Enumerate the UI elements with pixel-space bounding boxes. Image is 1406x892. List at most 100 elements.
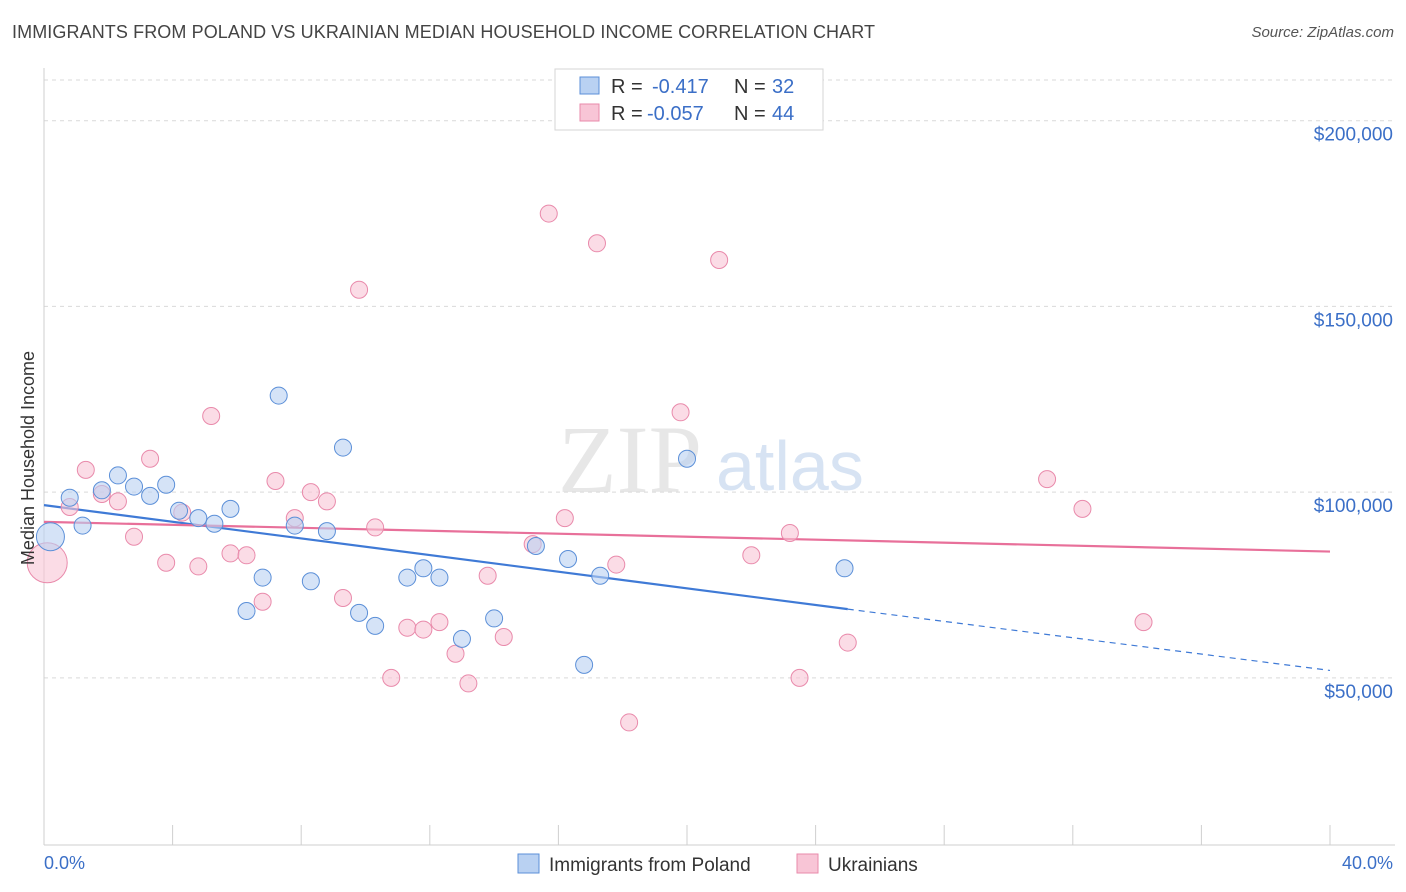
ukrainian-point [587, 234, 606, 253]
poland-point [414, 559, 433, 578]
ukrainian-point [317, 492, 336, 511]
watermark-zip: ZIP [558, 406, 702, 513]
y-tick-label: $150,000 [1314, 310, 1393, 331]
watermark-atlas: atlas [716, 427, 864, 505]
ukrainian-point [157, 553, 176, 572]
grid-lines [44, 79, 1395, 679]
poland-point [253, 568, 272, 587]
y-axis-title: Median Household Income [18, 351, 38, 565]
bottom-legend-label-poland: Immigrants from Poland [549, 855, 751, 876]
ukrainian-point [459, 674, 478, 693]
poland-point [398, 568, 417, 587]
data-points [26, 204, 1153, 732]
y-tick-label: $50,000 [1324, 682, 1393, 703]
ukrainian-point [398, 618, 417, 637]
ukrainian-point [266, 472, 285, 490]
poland-point [333, 438, 352, 457]
poland-point [575, 655, 594, 674]
ukrainian-point [494, 628, 513, 646]
poland-point [269, 386, 288, 405]
ukrainian-point [780, 524, 799, 542]
poland-trend-line [43, 504, 848, 611]
poland-point [60, 488, 79, 507]
ukrainian-point [539, 204, 558, 223]
ukrainian-point [1038, 470, 1057, 489]
y-tick-labels: $50,000 $100,000 $150,000 $200,000 [1314, 125, 1393, 703]
ukrainian-point [366, 518, 385, 537]
poland-point [559, 550, 578, 568]
poland-point [301, 572, 320, 591]
ukrainian-point [1134, 613, 1153, 632]
source-label: Source: ZipAtlas.com [1251, 24, 1394, 41]
ukrainian-point [108, 492, 127, 511]
legend-r-label-poland: R = [611, 76, 643, 98]
poland-point [108, 466, 127, 485]
x-tick-label-max: 40.0% [1342, 853, 1393, 873]
poland-point [157, 475, 176, 494]
legend-r-value-ukrainians: -0.057 [647, 103, 704, 125]
ukrainian-point [710, 251, 729, 269]
correlation-legend: R = -0.417 N = 32 R = -0.057 N = 44 [554, 68, 824, 131]
ukrainian-point [301, 483, 320, 502]
ukrainian-point [141, 449, 160, 468]
poland-point [285, 516, 304, 535]
poland-point [678, 449, 696, 468]
legend-n-value-poland: 32 [772, 76, 794, 98]
poland-point [141, 486, 160, 505]
poland-point [452, 629, 471, 648]
ukrainian-point [620, 713, 639, 732]
poland-point [237, 602, 256, 620]
poland-point [205, 514, 224, 533]
poland-point [591, 566, 610, 585]
bottom-legend-label-ukrainians: Ukrainians [828, 855, 918, 876]
y-tick-label: $200,000 [1314, 125, 1393, 146]
ukrainian-point [350, 280, 369, 299]
poland-point [92, 481, 111, 500]
ukrainian-point [414, 620, 433, 639]
ukrainian-point [253, 592, 272, 611]
ukrainian-point [221, 544, 240, 563]
legend-swatch-ukrainians [579, 103, 600, 122]
poland-trend-extension [847, 608, 1331, 672]
ukrainian-point [382, 668, 401, 687]
poland-point [485, 609, 504, 628]
legend-r-value-poland: -0.417 [652, 76, 709, 98]
poland-point [526, 537, 545, 555]
ukrainian-point [742, 546, 761, 565]
poland-point [189, 509, 208, 528]
poland-point [317, 522, 336, 541]
ukrainian-point [790, 668, 809, 687]
legend-n-value-ukrainians: 44 [772, 103, 794, 125]
ukrainian-point [189, 557, 208, 576]
poland-point [366, 616, 385, 635]
ukrainian-point [607, 555, 626, 574]
ukrainian-point [671, 403, 690, 422]
trend-lines [43, 504, 1331, 672]
ukrainian-point [430, 613, 449, 632]
axes [43, 68, 1395, 846]
ukrainian-point [838, 633, 857, 652]
ukrainian-point [446, 644, 465, 663]
poland-point [170, 501, 189, 520]
ukrainian-point [76, 460, 95, 479]
ukrainian-point [333, 589, 352, 607]
poland-point [221, 499, 240, 518]
legend-n-label-poland: N = [734, 76, 766, 98]
poland-point [125, 477, 144, 496]
poland-point [835, 559, 854, 578]
legend-r-label-ukrainians: R = [611, 103, 643, 125]
x-tick-label-min: 0.0% [44, 853, 85, 873]
legend-swatch-poland [579, 76, 600, 95]
ukrainian-point [202, 407, 221, 425]
y-tick-label: $100,000 [1314, 496, 1393, 517]
legend-n-label-ukrainians: N = [734, 103, 766, 125]
ukrainian-trend-line [43, 520, 1331, 553]
bottom-legend-swatch-poland [517, 853, 540, 874]
series-legend: Immigrants from Poland Ukrainians [517, 853, 918, 876]
ukrainian-point [1073, 499, 1092, 518]
ukrainian-point [478, 566, 497, 585]
poland-point [430, 568, 449, 587]
bottom-legend-swatch-ukrainians [796, 853, 819, 874]
poland-point [350, 603, 369, 622]
